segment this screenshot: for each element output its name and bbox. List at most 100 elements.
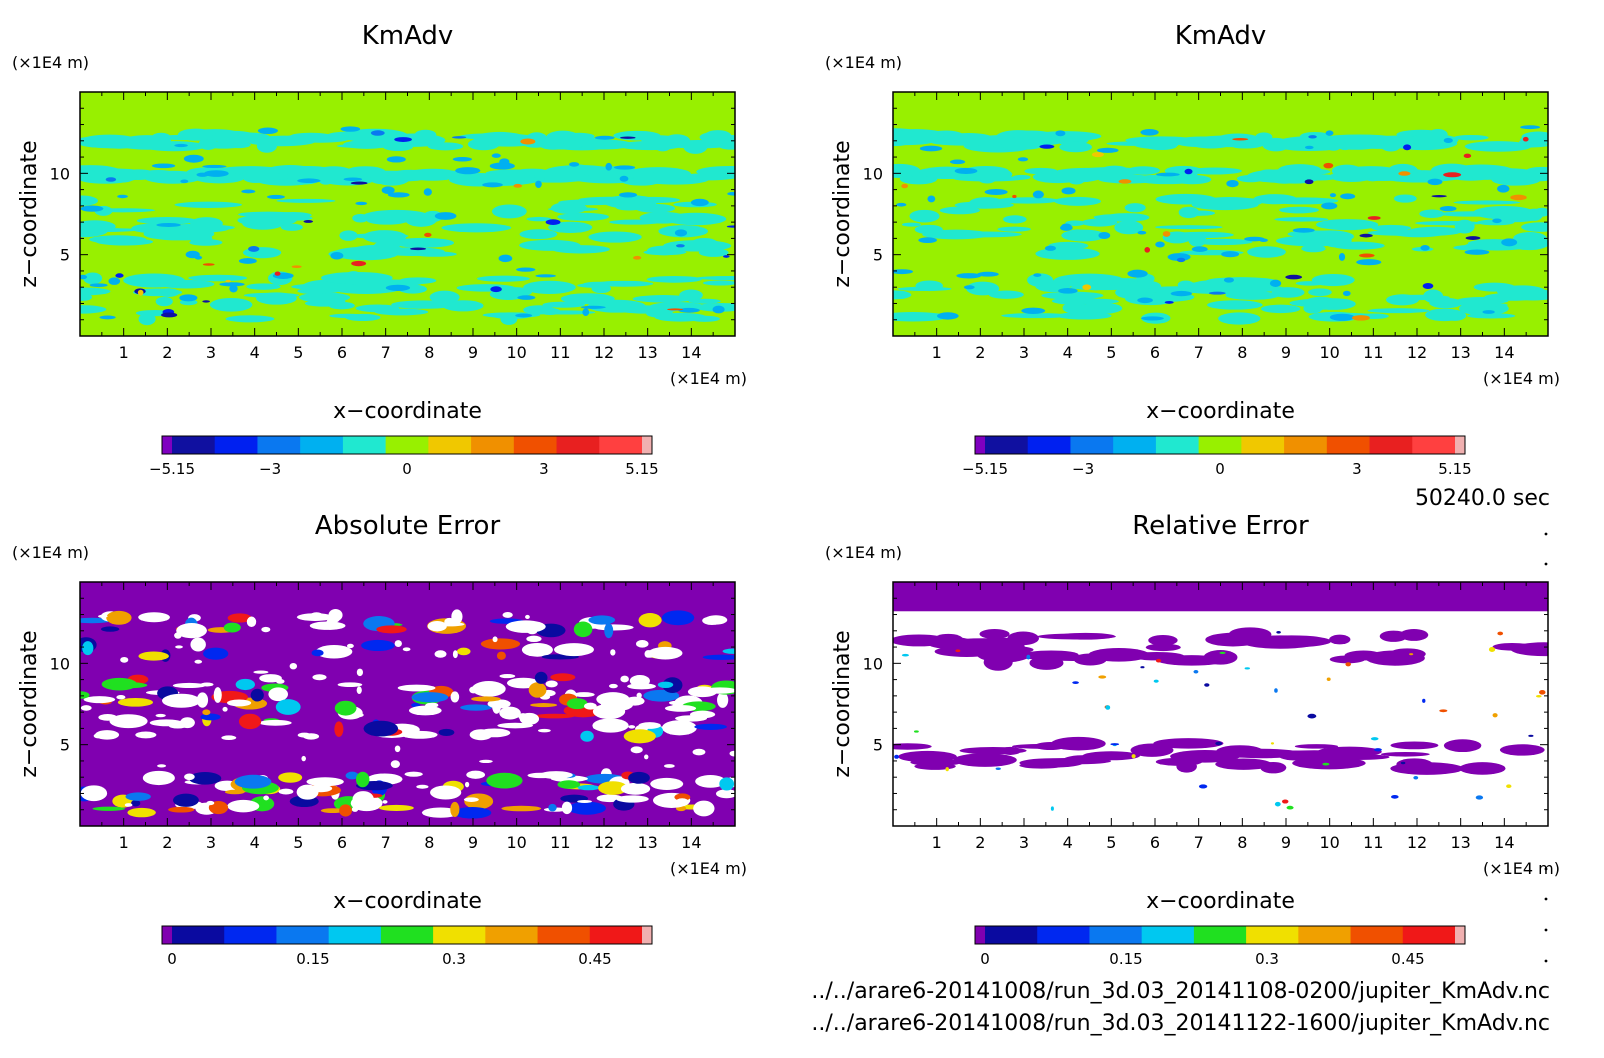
- field-contour: [93, 733, 103, 739]
- field-contour: [939, 206, 980, 215]
- field-contour: [1137, 297, 1153, 304]
- field-contour: [1467, 313, 1516, 319]
- colorbar-segment: [642, 436, 652, 454]
- field-contour: [1419, 209, 1445, 218]
- field-contour: [278, 788, 294, 795]
- colorbar-segment: [162, 926, 172, 944]
- field-contour: [1140, 666, 1145, 669]
- field-contour: [1465, 167, 1532, 175]
- field-contour: [213, 687, 222, 703]
- field-contour: [538, 728, 551, 733]
- x-tick-label: 5: [293, 833, 303, 852]
- colorbar-segment: [1284, 436, 1328, 454]
- colorbar-tick-label: 5.15: [625, 460, 658, 478]
- field-contour: [276, 198, 336, 203]
- field-contour: [1454, 219, 1475, 234]
- field-contour: [149, 719, 183, 727]
- field-contour: [676, 244, 685, 248]
- field-contour: [1521, 222, 1548, 232]
- field-contour: [1032, 171, 1083, 184]
- field-contour: [1345, 662, 1351, 667]
- field-contour: [1041, 291, 1104, 300]
- field-contour: [501, 805, 542, 812]
- field-contour: [1098, 675, 1107, 679]
- field-contour: [1279, 206, 1319, 214]
- field-contour: [580, 730, 594, 742]
- field-contour: [497, 722, 534, 729]
- field-contour: [520, 138, 536, 145]
- field-contour: [1053, 273, 1125, 288]
- field-contour: [452, 650, 458, 659]
- y-unit-label: (×1E4 m): [825, 53, 902, 72]
- colorbar-segment: [342, 436, 387, 454]
- field-contour: [157, 764, 167, 768]
- field-contour: [125, 792, 151, 801]
- x-tick-label: 1: [932, 343, 942, 362]
- field-contour: [1303, 296, 1338, 310]
- x-tick-label: 6: [337, 343, 347, 362]
- x-tick-label: 4: [1063, 343, 1073, 362]
- field-contour: [89, 283, 108, 288]
- field-contour: [80, 205, 104, 212]
- field-contour: [290, 133, 351, 143]
- field-contour: [381, 186, 395, 194]
- field-contour: [675, 798, 689, 806]
- time-label: 50240.0 sec: [1415, 486, 1550, 511]
- field-contour: [352, 791, 374, 808]
- field-contour: [219, 282, 245, 287]
- field-contour: [569, 162, 580, 167]
- field-contour: [477, 275, 530, 282]
- field-contour: [919, 145, 943, 152]
- field-contour: [1439, 206, 1457, 212]
- field-contour: [1061, 187, 1076, 195]
- field-contour: [1011, 130, 1053, 140]
- field-contour: [1413, 776, 1419, 780]
- x-tick-label: 1: [932, 833, 942, 852]
- x-tick-label: 1: [119, 343, 129, 362]
- field-contour: [1329, 193, 1337, 198]
- colorbar-segment: [428, 436, 472, 454]
- field-contour: [325, 618, 334, 630]
- field-contour: [1198, 784, 1208, 789]
- field-contour: [695, 276, 735, 281]
- field-contour: [1522, 136, 1529, 142]
- field-contour: [584, 702, 597, 710]
- field-contour: [376, 625, 407, 634]
- field-contour: [394, 640, 402, 647]
- field-contour: [1096, 147, 1119, 153]
- field-contour: [1443, 172, 1462, 178]
- field-contour: [487, 699, 511, 709]
- field-contour: [617, 141, 683, 151]
- field-contour: [408, 705, 442, 716]
- field-contour: [1281, 799, 1289, 804]
- field-contour: [652, 168, 670, 174]
- field-contour: [174, 201, 243, 208]
- field-contour: [927, 136, 998, 146]
- field-contour: [534, 713, 575, 719]
- field-contour: [592, 725, 601, 730]
- field-contour: [361, 639, 395, 652]
- field-contour: [995, 767, 1001, 770]
- field-contour: [1172, 174, 1212, 185]
- chart-title: KmAdv: [362, 21, 454, 51]
- x-axis-label: x−coordinate: [333, 889, 482, 914]
- field-contour: [257, 127, 278, 135]
- heatmap-field: [893, 92, 1548, 336]
- chart-title: Absolute Error: [315, 511, 501, 541]
- field-contour: [636, 692, 642, 699]
- field-contour: [452, 136, 467, 139]
- y-axis-label: z−coordinate: [830, 140, 855, 287]
- field-contour: [460, 704, 492, 711]
- field-contour: [585, 166, 641, 180]
- field-contour: [1528, 734, 1534, 737]
- field-contour: [552, 175, 592, 181]
- field-contour: [471, 696, 501, 702]
- field-contour: [588, 615, 616, 625]
- colorbar-segment: [1412, 436, 1456, 454]
- field-contour: [1141, 316, 1164, 321]
- field-contour: [722, 648, 735, 654]
- field-contour: [534, 671, 548, 684]
- field-contour: [355, 771, 370, 788]
- field-contour: [168, 806, 195, 813]
- field-contour: [382, 800, 388, 804]
